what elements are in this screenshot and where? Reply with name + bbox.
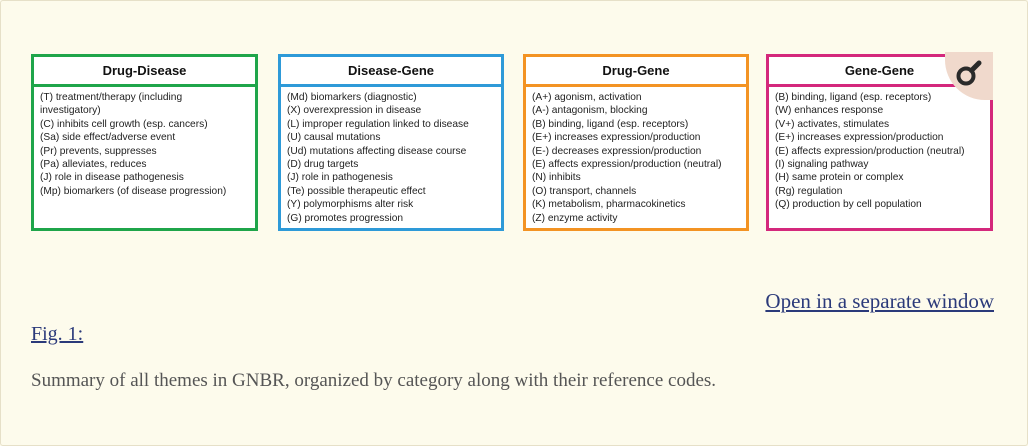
theme-item: (B) binding, ligand (esp. receptors): [532, 118, 689, 130]
theme-item: (Te) possible therapeutic effect: [287, 185, 426, 197]
theme-item: (I) signaling pathway: [775, 159, 869, 171]
theme-item: (Ud) mutations affecting disease course: [287, 145, 467, 157]
theme-item: (K) metabolism, pharmacokinetics: [532, 199, 686, 211]
theme-list: (Md) biomarkers (diagnostic) (X) overexp…: [281, 87, 501, 225]
theme-item: (O) transport, channels: [532, 185, 637, 197]
theme-item: (C) inhibits cell growth (esp. cancers): [40, 118, 208, 130]
box-title: Drug-Disease: [34, 57, 255, 87]
theme-item: (N) inhibits: [532, 172, 581, 184]
theme-box-drug-disease: Drug-Disease (T) treatment/therapy (incl…: [31, 54, 258, 231]
theme-item: (D) drug targets: [287, 159, 359, 171]
theme-item: (Md) biomarkers (diagnostic): [287, 92, 417, 103]
theme-item: (B) binding, ligand (esp. receptors): [775, 92, 932, 103]
theme-item: (Q) production by cell population: [775, 199, 922, 211]
theme-box-gene-gene: Gene-Gene (B) binding, ligand (esp. rece…: [766, 54, 993, 231]
theme-item: (Pr) prevents, suppresses: [40, 145, 157, 157]
theme-item: (E-) decreases expression/production: [532, 145, 702, 157]
theme-item: (J) role in pathogenesis: [287, 172, 393, 184]
theme-item: (Pa) alleviates, reduces: [40, 159, 147, 171]
theme-item: (X) overexpression in disease: [287, 105, 422, 117]
theme-item: (J) role in disease pathogenesis: [40, 172, 184, 184]
magnifier-icon: [954, 59, 984, 94]
theme-item: (Y) polymorphisms alter risk: [287, 199, 414, 211]
theme-item: (H) same protein or complex: [775, 172, 904, 184]
theme-box-drug-gene: Drug-Gene (A+) agonism, activation (A-) …: [523, 54, 749, 231]
theme-item: investigatory): [40, 105, 101, 117]
theme-box-disease-gene: Disease-Gene (Md) biomarkers (diagnostic…: [278, 54, 504, 231]
open-in-window-link[interactable]: Open in a separate window: [765, 289, 994, 313]
theme-item: (E) affects expression/production (neutr…: [775, 145, 965, 157]
theme-item: (Z) enzyme activity: [532, 212, 618, 224]
theme-item: (Rg) regulation: [775, 185, 843, 197]
box-title: Gene-Gene: [769, 57, 990, 87]
theme-item: (E) affects expression/production (neutr…: [532, 159, 722, 171]
theme-list: (T) treatment/therapy (including investi…: [34, 87, 255, 198]
theme-item: (E+) increases expression/production: [532, 132, 701, 144]
theme-item: (A+) agonism, activation: [532, 92, 642, 103]
box-title: Disease-Gene: [281, 57, 501, 87]
theme-item: (Sa) side effect/adverse event: [40, 132, 176, 144]
figure-label-link[interactable]: Fig. 1:: [31, 323, 84, 345]
theme-list: (A+) agonism, activation (A-) antagonism…: [526, 87, 746, 225]
box-title: Drug-Gene: [526, 57, 746, 87]
figure-caption: Summary of all themes in GNBR, organized…: [31, 370, 717, 391]
theme-item: (A-) antagonism, blocking: [532, 105, 648, 117]
theme-list: (B) binding, ligand (esp. receptors) (W)…: [769, 87, 990, 212]
theme-item: (W) enhances response: [775, 105, 884, 117]
theme-item: (V+) activates, stimulates: [775, 118, 890, 130]
theme-item: (T) treatment/therapy (including: [40, 92, 183, 103]
theme-item: (Mp) biomarkers (of disease progression): [40, 185, 227, 197]
theme-item: (L) improper regulation linked to diseas…: [287, 118, 469, 130]
theme-item: (G) promotes progression: [287, 212, 404, 224]
theme-item: (E+) increases expression/production: [775, 132, 944, 144]
theme-item: (U) causal mutations: [287, 132, 381, 144]
figure-image: Drug-Disease (T) treatment/therapy (incl…: [31, 54, 993, 235]
